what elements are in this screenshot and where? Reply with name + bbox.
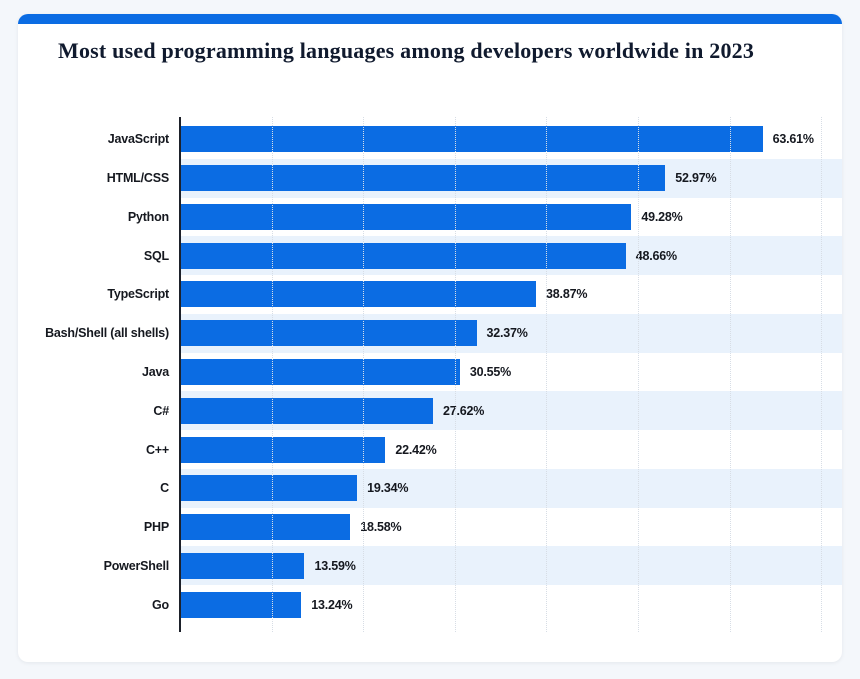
- plot-cell: 18.58%: [180, 508, 842, 547]
- plot-cell: 38.87%: [180, 275, 842, 314]
- bar: [180, 514, 351, 541]
- value-label: 13.24%: [311, 597, 353, 612]
- plot-cell: 13.24%: [180, 585, 842, 624]
- category-label: Python: [18, 197, 180, 237]
- bar: [180, 165, 666, 192]
- bar: [180, 203, 632, 230]
- value-label: 38.87%: [546, 287, 588, 302]
- chart-row: C 19.34%: [18, 468, 842, 508]
- value-label: 27.62%: [442, 403, 485, 418]
- chart-row: JavaScript 63.61%: [18, 120, 842, 159]
- y-axis-line: [179, 117, 181, 632]
- chart-row: Go 13.24%: [18, 585, 842, 624]
- plot-cell: 49.28%: [180, 198, 842, 237]
- bar: [180, 475, 358, 502]
- bar: [180, 552, 305, 579]
- category-label: PowerShell: [18, 546, 180, 586]
- bar: [180, 281, 537, 308]
- chart-row: Java 30.55%: [18, 352, 842, 392]
- value-label: 63.61%: [772, 132, 814, 147]
- bar: [180, 320, 477, 347]
- plot-cell: 13.59%: [180, 546, 842, 586]
- bar: [180, 591, 302, 618]
- chart-row: Bash/Shell (all shells) 32.37%: [18, 313, 842, 353]
- value-label: 13.59%: [314, 558, 356, 573]
- plot-cell: 27.62%: [180, 391, 842, 431]
- value-label: 32.37%: [486, 326, 528, 341]
- plot-cell: 52.97%: [180, 158, 842, 198]
- category-label: SQL: [18, 236, 180, 276]
- category-label: C++: [18, 430, 180, 469]
- plot-cell: 30.55%: [180, 353, 842, 392]
- plot-cell: 63.61%: [180, 120, 842, 159]
- category-label: JavaScript: [18, 120, 180, 159]
- category-label: Go: [18, 585, 180, 624]
- bar: [180, 126, 763, 153]
- chart-card: Most used programming languages among de…: [18, 14, 842, 662]
- card-accent-bar: [18, 14, 842, 24]
- value-label: 18.58%: [360, 520, 402, 535]
- chart-row: C++ 22.42%: [18, 430, 842, 469]
- category-label: HTML/CSS: [18, 158, 180, 198]
- category-label: TypeScript: [18, 275, 180, 314]
- plot-cell: 32.37%: [180, 313, 842, 353]
- category-label: C#: [18, 391, 180, 431]
- chart-row: HTML/CSS 52.97%: [18, 158, 842, 198]
- chart-row: TypeScript 38.87%: [18, 275, 842, 314]
- chart-row: SQL 48.66%: [18, 236, 842, 276]
- value-label: 52.97%: [675, 171, 717, 186]
- chart-row: Python 49.28%: [18, 197, 842, 237]
- bar: [180, 397, 433, 424]
- plot-cell: 22.42%: [180, 430, 842, 469]
- bar-chart: JavaScript 63.61% HTML/CSS 52.97% Python…: [18, 117, 842, 632]
- bar: [180, 358, 460, 385]
- category-label: Bash/Shell (all shells): [18, 313, 180, 353]
- value-label: 48.66%: [635, 248, 677, 263]
- bar: [180, 242, 626, 269]
- category-label: PHP: [18, 507, 180, 547]
- value-label: 30.55%: [469, 364, 512, 379]
- chart-row: PowerShell 13.59%: [18, 546, 842, 586]
- plot-cell: 19.34%: [180, 468, 842, 508]
- value-label: 49.28%: [641, 209, 683, 224]
- plot-cell: 48.66%: [180, 236, 842, 276]
- chart-rows: JavaScript 63.61% HTML/CSS 52.97% Python…: [18, 120, 842, 624]
- category-label: C: [18, 468, 180, 508]
- chart-row: PHP 18.58%: [18, 507, 842, 547]
- value-label: 19.34%: [367, 481, 409, 496]
- category-label: Java: [18, 352, 180, 392]
- chart-row: C# 27.62%: [18, 391, 842, 431]
- bar: [180, 436, 386, 463]
- value-label: 22.42%: [395, 442, 437, 457]
- page-title: Most used programming languages among de…: [58, 38, 755, 63]
